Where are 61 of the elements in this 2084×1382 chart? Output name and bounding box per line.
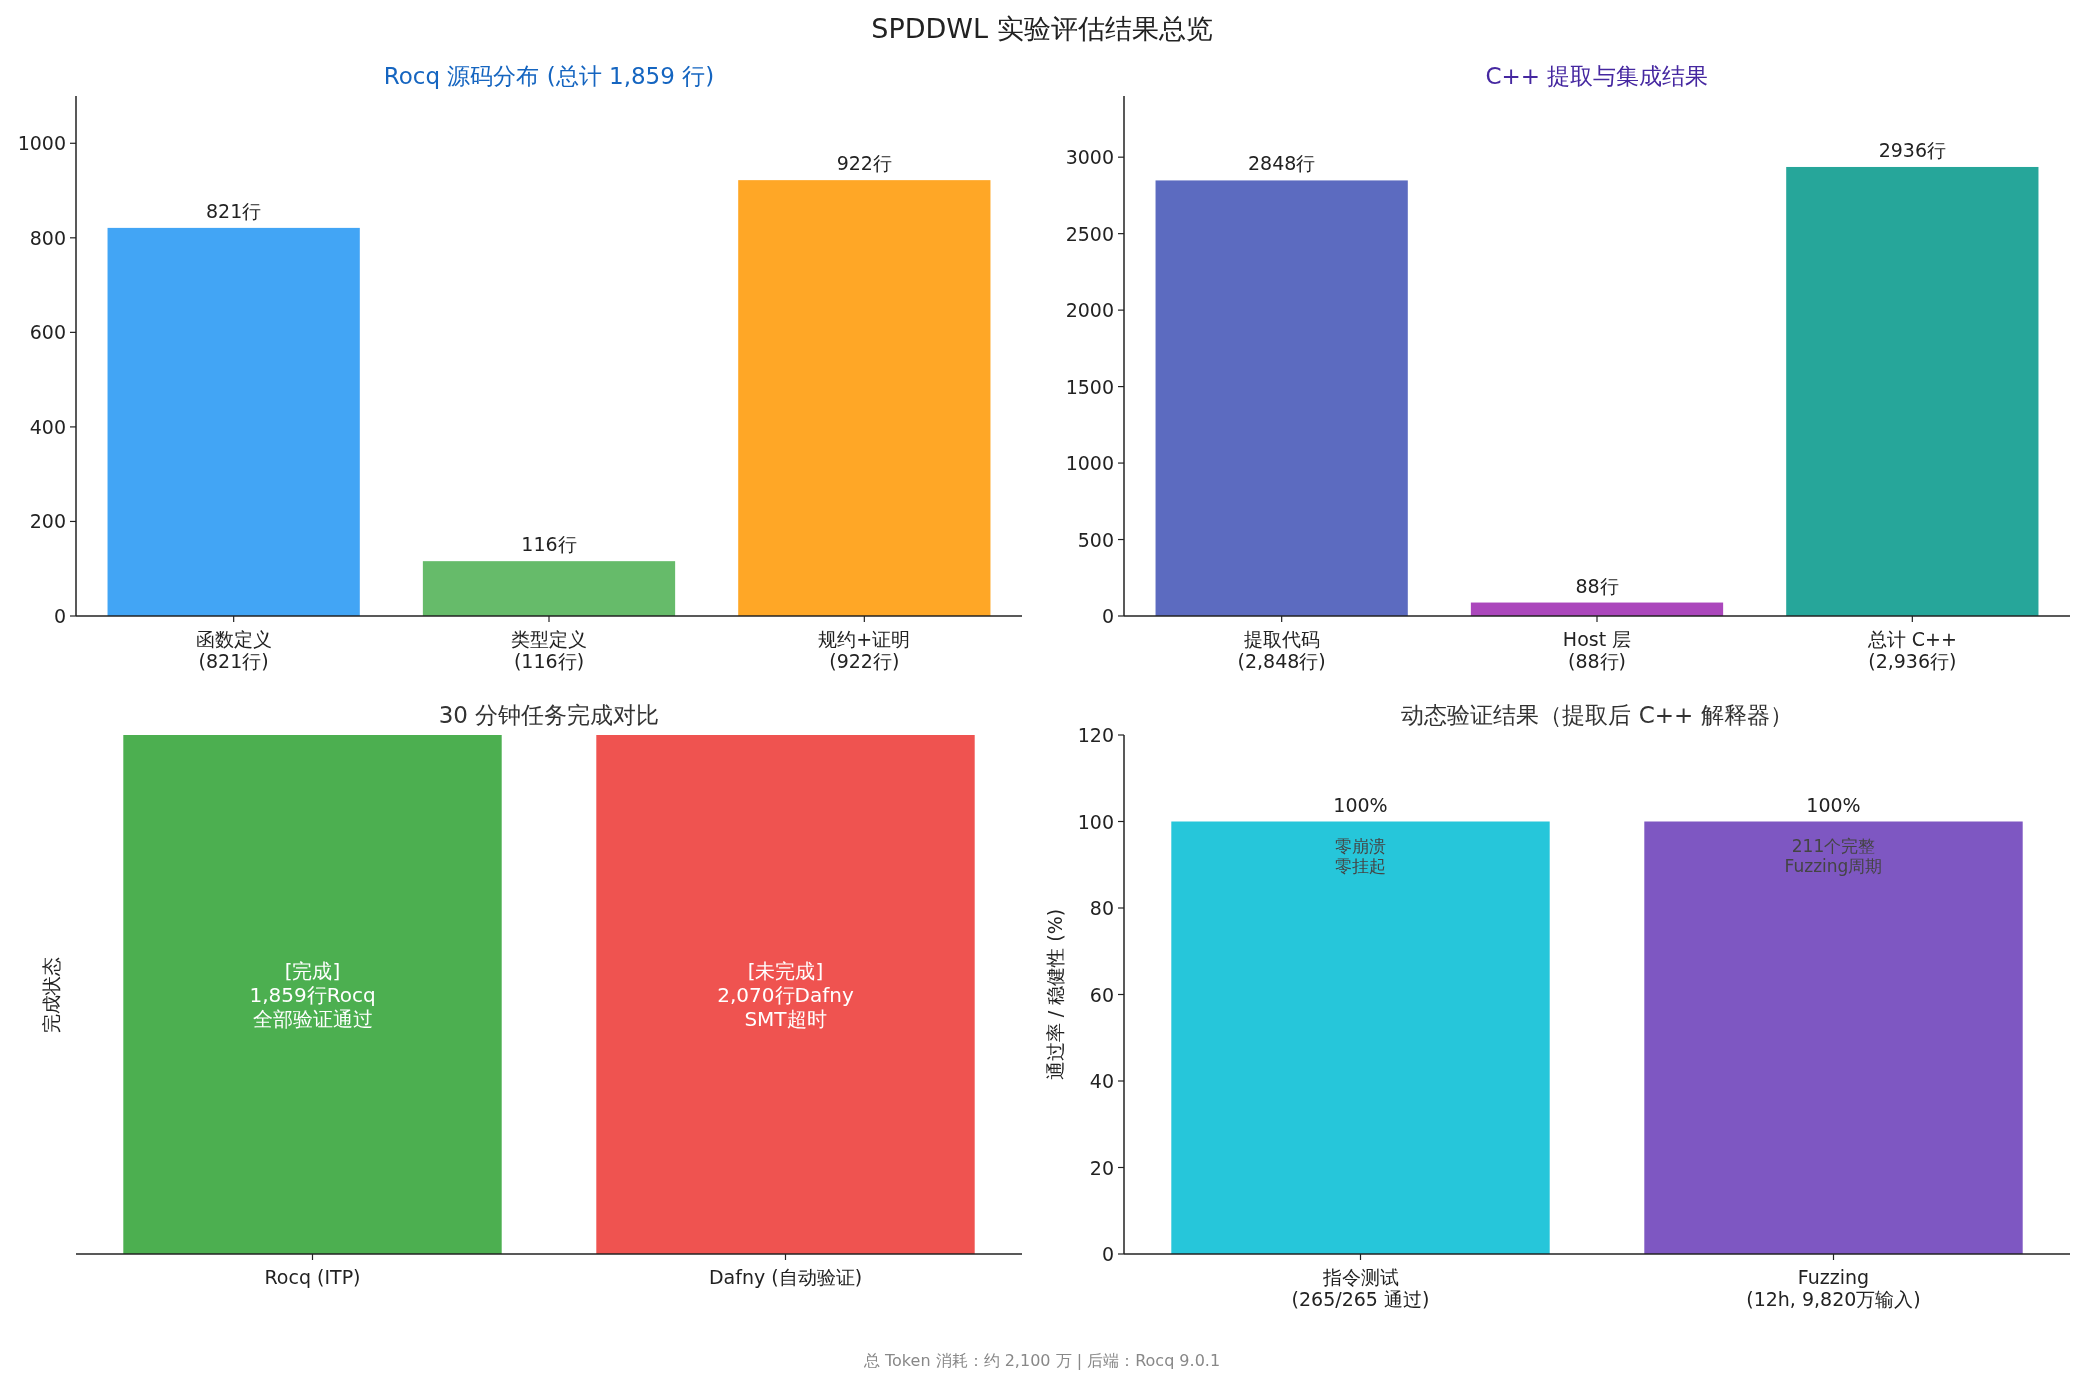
annotation: 零崩溃 (1335, 835, 1386, 856)
y-tick-label: 60 (1089, 983, 1114, 1006)
data-label: 2848行 (1247, 152, 1316, 175)
y-tick-label: 120 (1077, 724, 1114, 746)
y-tick-label: 3000 (1065, 146, 1114, 169)
annotation: 2,070行Dafny (717, 982, 854, 1007)
x-tick-label: Dafny (自动验证) (708, 1266, 863, 1288)
text: 总 Token 消耗：约 2,100 万 | 后端：Rocq 9.0.1 (862, 1351, 1221, 1370)
bar (422, 561, 676, 616)
data-label: 100% (1333, 793, 1388, 816)
data-label: 922行 (836, 152, 892, 175)
x-tick-label: 函数定义 (821行) (195, 628, 272, 672)
annotation: [未完成] (747, 958, 824, 983)
bar (1786, 166, 2039, 616)
y-tick-label: 2500 (1065, 222, 1114, 245)
data-label: 116行 (521, 533, 577, 556)
x-tick-label: 提取代码 (2,848行) (1237, 628, 1326, 672)
y-tick-label: 1000 (1065, 452, 1114, 475)
chart-title: 动态验证结果（提取后 C++ 解释器） (1401, 702, 1793, 728)
chart-title: 30 分钟任务完成对比 (438, 702, 660, 728)
y-tick-label: 0 (1101, 1243, 1114, 1265)
annotation: [完成] (284, 958, 341, 983)
bar (738, 180, 991, 616)
y-tick-label: 1500 (1065, 375, 1114, 398)
y-tick-label: 500 (1077, 528, 1114, 551)
data-label: 88行 (1575, 574, 1619, 597)
bar (107, 227, 360, 616)
x-tick-label: 规约+证明 (922行) (818, 628, 911, 672)
y-tick-label: 1000 (17, 132, 66, 155)
annotation: 211个完整 (1791, 835, 1876, 856)
y-tick-label: 80 (1089, 897, 1114, 919)
annotation: Fuzzing周期 (1784, 855, 1883, 876)
chart-title: Rocq 源码分布 (总计 1,859 行) (383, 63, 715, 89)
data-label: 100% (1806, 793, 1861, 816)
y-tick-label: 100 (1077, 810, 1114, 833)
y-tick-label: 600 (29, 321, 66, 344)
y-tick-label: 0 (53, 605, 66, 627)
annotation: SMT超时 (744, 1006, 827, 1031)
text: SPDDWL 实验评估结果总览 (871, 13, 1213, 44)
y-tick-label: 2000 (1065, 299, 1114, 322)
annotation: 全部验证通过 (252, 1006, 373, 1031)
chart-title: C++ 提取与集成结果 (1485, 63, 1709, 89)
y-tick-label: 40 (1089, 1070, 1114, 1092)
annotation: 1,859行Rocq (249, 982, 376, 1007)
annotation: 零挂起 (1335, 855, 1386, 876)
y-tick-label: 200 (29, 510, 66, 533)
y-tick-label: 20 (1089, 1156, 1114, 1179)
y-tick-label: 800 (29, 226, 66, 249)
y-axis-title: 完成状态 (40, 956, 62, 1033)
data-label: 2936行 (1878, 138, 1947, 161)
y-tick-label: 0 (1101, 605, 1114, 627)
x-tick-label: Rocq (ITP) (264, 1266, 361, 1288)
data-label: 821行 (206, 199, 262, 222)
x-tick-label: 类型定义 (116行) (511, 628, 587, 672)
bar (1155, 180, 1408, 616)
x-tick-label: Fuzzing (12h, 9,820万输入) (1746, 1266, 1921, 1310)
y-tick-label: 400 (29, 415, 66, 438)
x-tick-label: Host 层 (88行) (1562, 628, 1632, 672)
x-tick-label: 总计 C++ (2,936行) (1866, 628, 1957, 672)
y-axis-title: 通过率 / 稳健性 (%) (1044, 908, 1066, 1081)
x-tick-label: 指令测试 (265/265 通过) (1291, 1266, 1430, 1310)
